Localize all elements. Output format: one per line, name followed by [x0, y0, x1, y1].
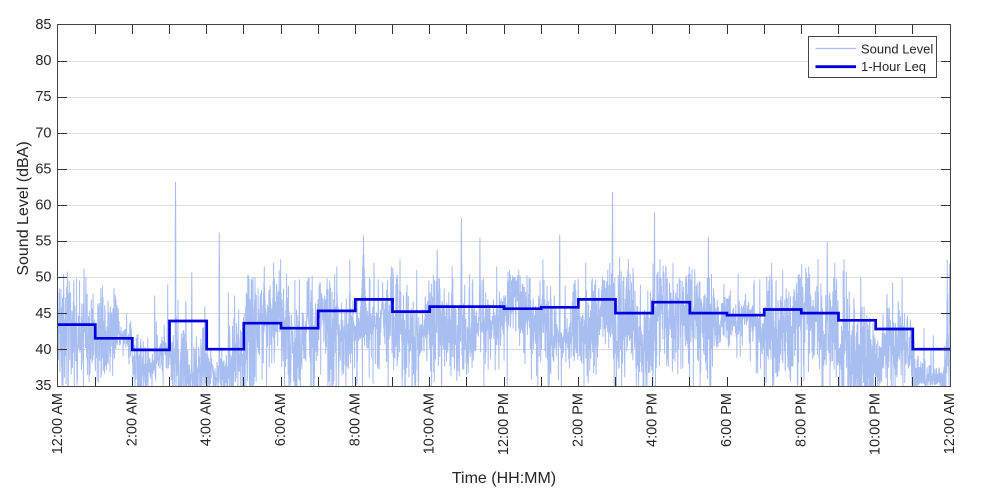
svg-text:10:00 AM: 10:00 AM — [422, 393, 438, 454]
svg-text:12:00 AM: 12:00 AM — [942, 393, 958, 454]
svg-text:8:00 PM: 8:00 PM — [793, 393, 809, 447]
svg-text:10:00 PM: 10:00 PM — [868, 393, 884, 455]
svg-text:6:00 AM: 6:00 AM — [273, 393, 289, 446]
svg-text:8:00 AM: 8:00 AM — [347, 393, 363, 446]
svg-text:Sound Level: Sound Level — [861, 41, 933, 56]
svg-text:60: 60 — [35, 198, 51, 214]
svg-text:2:00 PM: 2:00 PM — [570, 393, 586, 447]
svg-text:Time (HH:MM): Time (HH:MM) — [452, 470, 556, 487]
svg-text:80: 80 — [35, 53, 51, 69]
svg-text:1-Hour Leq: 1-Hour Leq — [861, 59, 926, 74]
svg-text:12:00 AM: 12:00 AM — [50, 393, 66, 454]
svg-text:12:00 PM: 12:00 PM — [496, 393, 512, 455]
svg-text:4:00 PM: 4:00 PM — [645, 393, 661, 447]
svg-text:70: 70 — [35, 125, 51, 141]
svg-text:2:00 AM: 2:00 AM — [124, 393, 140, 446]
svg-text:50: 50 — [35, 270, 51, 286]
svg-text:40: 40 — [35, 342, 51, 358]
svg-text:4:00 AM: 4:00 AM — [199, 393, 215, 446]
svg-text:35: 35 — [35, 378, 51, 394]
svg-text:55: 55 — [35, 234, 51, 250]
svg-text:45: 45 — [35, 306, 51, 322]
svg-text:65: 65 — [35, 161, 51, 177]
svg-text:75: 75 — [35, 89, 51, 105]
svg-text:Sound Level (dBA): Sound Level (dBA) — [15, 141, 32, 275]
svg-text:6:00 PM: 6:00 PM — [719, 393, 735, 447]
svg-text:85: 85 — [35, 17, 51, 33]
